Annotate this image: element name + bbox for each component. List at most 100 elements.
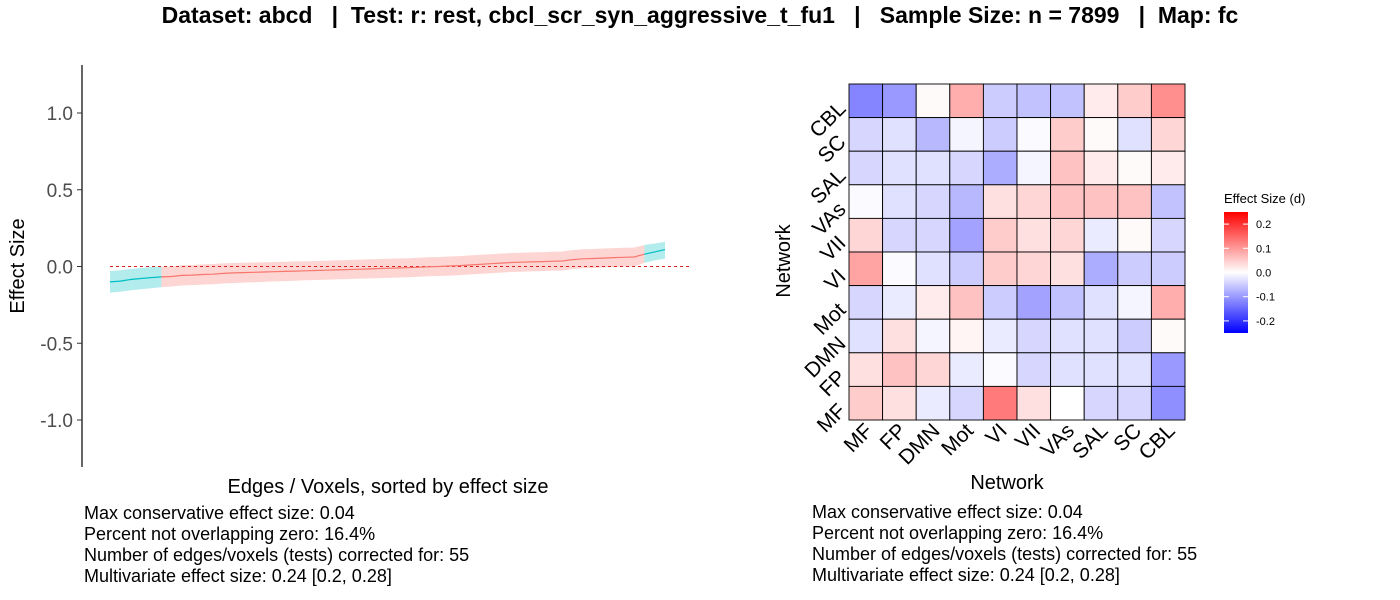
heatmap-cell <box>1117 117 1152 152</box>
heatmap-cell <box>949 352 984 387</box>
heatmap-cell <box>1050 217 1085 253</box>
stats-left: Max conservative effect size: 0.04 Perce… <box>84 503 469 587</box>
y-tick-label: -0.5 <box>40 334 73 355</box>
stats-right-line: Multivariate effect size: 0.24 [0.2, 0.2… <box>812 565 1120 585</box>
heatmap-cell <box>1150 150 1186 186</box>
color-legend: Effect Size (d) 0.2 0.1 0.0 -0.1 -0.2 <box>1224 191 1305 333</box>
effect-line-overlapping-zero <box>161 253 645 278</box>
heatmap-cell <box>949 251 984 287</box>
heatmap-cell <box>848 385 884 421</box>
heatmap-cell <box>949 318 984 354</box>
heatmap-cell <box>949 285 984 320</box>
heatmap-cell <box>1083 83 1119 119</box>
heatmap-column-label: SAL <box>1068 419 1112 463</box>
y-axis-ticks: 1.0 0.5 0.0 -0.5 -1.0 <box>40 104 82 432</box>
stats-left-line: Multivariate effect size: 0.24 [0.2, 0.2… <box>84 566 392 586</box>
heatmap-cell <box>1150 352 1186 387</box>
stats-left-line: Max conservative effect size: 0.04 <box>84 503 355 523</box>
heatmap-cell <box>848 285 884 320</box>
heatmap-row-label: Mot <box>810 299 851 340</box>
heatmap-cell <box>848 184 884 219</box>
heatmap-cell <box>982 184 1018 219</box>
heatmap-cell <box>1050 385 1085 421</box>
heatmap-column-label: MF <box>840 419 878 457</box>
heatmap-cell <box>1117 318 1152 354</box>
heatmap-cell <box>982 285 1018 320</box>
heatmap-cell <box>1050 83 1085 119</box>
heatmap-cell <box>915 285 951 320</box>
heatmap-cell <box>982 150 1018 186</box>
heatmap-column-label: Mot <box>937 419 978 460</box>
heatmap-cell <box>949 217 984 253</box>
heatmap-cell <box>1117 184 1152 219</box>
heatmap-cell <box>915 217 951 253</box>
heatmap-cell <box>848 83 884 119</box>
heatmap-cell <box>848 318 884 354</box>
heatmap-cell <box>1050 184 1085 219</box>
heatmap-cell <box>882 184 917 219</box>
y-tick-label: 1.0 <box>47 104 73 125</box>
heatmap-cell <box>949 184 984 219</box>
heatmap-cell <box>982 117 1018 152</box>
effect-line-not-overlapping-zero <box>644 249 666 255</box>
legend-tick-label: 0.2 <box>1256 219 1271 231</box>
heatmap-cell <box>1050 150 1085 186</box>
heatmap-cell <box>1050 117 1085 152</box>
heatmap-cell <box>982 217 1018 253</box>
heatmap-cell <box>915 150 951 186</box>
y-axis-title: Effect Size <box>7 218 29 313</box>
heatmap-cell <box>1150 318 1186 354</box>
stats-right-line: Percent not overlapping zero: 16.4% <box>812 523 1104 543</box>
heatmap-cell <box>1117 385 1152 421</box>
heatmap-cell <box>949 83 984 119</box>
stats-right-line: Max conservative effect size: 0.04 <box>812 502 1083 522</box>
heatmap-cell <box>882 352 917 387</box>
heatmap-cell <box>1083 117 1119 152</box>
heatmap-cell <box>915 83 951 119</box>
heatmap-row-label: VAs <box>808 198 850 240</box>
ci-ribbon-overlapping-zero <box>161 245 645 288</box>
heatmap-cell <box>1083 385 1119 421</box>
heatmap-cell <box>1150 117 1186 152</box>
heatmap-cell <box>1016 318 1052 354</box>
heatmap-cell <box>1016 251 1052 287</box>
heatmap-cell <box>882 251 917 287</box>
legend-ticks: 0.2 0.1 0.0 -0.1 -0.2 <box>1224 219 1275 328</box>
heatmap-cell <box>1016 285 1052 320</box>
x-axis-title: Edges / Voxels, sorted by effect size <box>228 476 549 498</box>
heatmap-cell <box>1117 83 1152 119</box>
heatmap-row-label: VI <box>820 265 850 295</box>
heatmap-cell <box>882 217 917 253</box>
heatmap-row-label: CBL <box>805 97 850 142</box>
heatmap-cell <box>1050 285 1085 320</box>
heatmap-cell <box>848 352 884 387</box>
effect-size-line-chart: 1.0 0.5 0.0 -0.5 -1.0 Edges / Voxels, sorted… <box>7 65 692 498</box>
ci-ribbon-not-overlapping-zero <box>110 266 162 293</box>
heatmap-cell <box>1117 285 1152 320</box>
heatmap-row-label: MF <box>813 399 851 437</box>
heatmap-cell <box>982 318 1018 354</box>
heatmap-cell <box>915 318 951 354</box>
heatmap-cell <box>949 385 984 421</box>
heatmap-cell <box>1117 352 1152 387</box>
heatmap-cell <box>915 184 951 219</box>
heatmap-cell <box>1083 318 1119 354</box>
heatmap-cell <box>949 150 984 186</box>
heatmap-cell <box>1117 217 1152 253</box>
heatmap-cell <box>1150 83 1186 119</box>
heatmap-cell <box>1016 117 1052 152</box>
heatmap-cell <box>982 251 1018 287</box>
stats-right-line: Number of edges/voxels (tests) corrected… <box>812 544 1198 564</box>
heatmap-cell <box>848 150 884 186</box>
y-tick-label: -1.0 <box>40 411 73 432</box>
heatmap-column-label: CBL <box>1135 419 1180 464</box>
heatmap-cell <box>882 117 917 152</box>
heatmap-cell <box>882 83 917 119</box>
heatmap-cell <box>1150 184 1186 219</box>
heatmap-cell <box>1083 150 1119 186</box>
heatmap-cell <box>982 385 1018 421</box>
